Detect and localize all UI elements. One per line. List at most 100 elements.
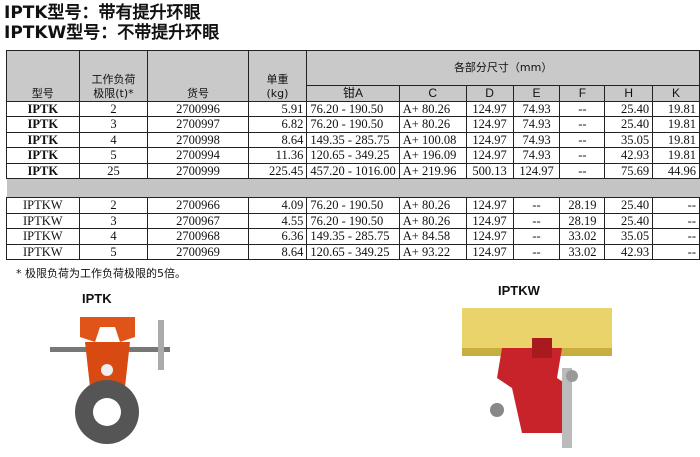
header-model: 型号 <box>6 50 80 102</box>
table-cell: A+ 100.08 <box>398 131 467 148</box>
table-cell: 25.40 <box>604 116 654 133</box>
table-cell: -- <box>652 243 700 260</box>
header-dim-3: E <box>512 85 561 102</box>
table-cell: 5 <box>78 243 149 260</box>
table-cell: 500.13 <box>465 162 514 179</box>
table-cell: IPTK <box>6 131 80 148</box>
header-dim-6: K <box>652 85 700 102</box>
table-cell: 4.09 <box>247 197 308 214</box>
table-cell: -- <box>512 228 561 245</box>
table-cell: 19.81 <box>652 147 700 164</box>
title-iptk: IPTK型号：带有提升环眼 <box>4 3 201 23</box>
table-cell: 33.02 <box>559 228 606 245</box>
table-cell: 76.20 - 190.50 <box>306 212 400 229</box>
table-cell: A+ 80.26 <box>398 116 467 133</box>
table-cell: 2700969 <box>147 243 249 260</box>
table-cell: 6.82 <box>247 116 308 133</box>
iptk-clamp-image <box>50 317 170 444</box>
table-cell: 124.97 <box>465 197 514 214</box>
table-cell: 28.19 <box>559 197 606 214</box>
table-cell: IPTKW <box>6 243 80 260</box>
header-wll: 工作负荷 极限(t)* <box>78 50 149 102</box>
table-cell: 19.81 <box>652 116 700 133</box>
table-cell: A+ 196.09 <box>398 147 467 164</box>
table-cell: A+ 80.26 <box>398 197 467 214</box>
table-cell: IPTKW <box>6 228 80 245</box>
table-cell: 124.97 <box>465 212 514 229</box>
table-cell: -- <box>559 162 606 179</box>
table-cell: 28.19 <box>559 212 606 229</box>
table-cell: 75.69 <box>604 162 654 179</box>
table-cell: 4 <box>78 228 149 245</box>
table-cell: 124.97 <box>465 116 514 133</box>
table-cell: 25.40 <box>604 100 654 117</box>
table-cell: 2700966 <box>147 197 249 214</box>
table-cell: 2700998 <box>147 131 249 148</box>
table-cell: 6.36 <box>247 228 308 245</box>
table-cell: 74.93 <box>512 147 561 164</box>
table-cell: IPTKW <box>6 197 80 214</box>
table-cell: 124.97 <box>465 131 514 148</box>
header-weight: 单重 (kg) <box>247 50 308 102</box>
table-cell: -- <box>512 197 561 214</box>
table-cell: 4.55 <box>247 212 308 229</box>
table-cell: IPTK <box>6 147 80 164</box>
table-cell: 74.93 <box>512 131 561 148</box>
table-cell: IPTK <box>6 100 80 117</box>
table-cell: 2700967 <box>147 212 249 229</box>
table-cell: 42.93 <box>604 243 654 260</box>
table-cell: 5 <box>78 147 149 164</box>
table-cell: 11.36 <box>247 147 308 164</box>
table-cell: 25.40 <box>604 212 654 229</box>
table-cell: -- <box>559 116 606 133</box>
table-cell: 8.64 <box>247 131 308 148</box>
section-divider <box>6 178 700 198</box>
table-cell: 3 <box>78 212 149 229</box>
table-cell: -- <box>512 212 561 229</box>
iptkw-label: IPTKW <box>498 283 540 298</box>
iptkw-clamp-image <box>462 308 612 448</box>
table-cell: 124.97 <box>465 100 514 117</box>
table-cell: 76.20 - 190.50 <box>306 100 400 117</box>
table-row: IPTKW 5 2700969 8.64 120.65 - 349.25 A+ 93.22… <box>6 243 700 260</box>
table-cell: IPTK <box>6 116 80 133</box>
table-cell: 19.81 <box>652 100 700 117</box>
table-cell: A+ 93.22 <box>398 243 467 260</box>
table-cell: -- <box>652 228 700 245</box>
table-row: IPTK 3 2700997 6.82 76.20 - 190.50 A+ 80.26 12… <box>6 116 700 133</box>
header-dim-1: C <box>398 85 467 102</box>
table-cell: 35.05 <box>604 131 654 148</box>
table-cell: 3 <box>78 116 149 133</box>
spec-table: 型号 工作负荷 极限(t)* 货号 单重 (kg) 各部分尺寸（mm） 钳A C D E F… <box>6 50 700 260</box>
table-cell: 74.93 <box>512 100 561 117</box>
table-cell: 120.65 - 349.25 <box>306 147 400 164</box>
table-cell: A+ 80.26 <box>398 212 467 229</box>
table-cell: 2700968 <box>147 228 249 245</box>
table-row: IPTKW 2 2700966 4.09 76.20 - 190.50 A+ 80.26 1… <box>6 197 700 214</box>
table-row: IPTKW 4 2700968 6.36 149.35 - 285.75 A+ 84.58… <box>6 228 700 245</box>
table-cell: 2 <box>78 100 149 117</box>
iptk-label: IPTK <box>82 291 112 306</box>
table-cell: 149.35 - 285.75 <box>306 228 400 245</box>
table-cell: A+ 80.26 <box>398 100 467 117</box>
table-cell: 124.97 <box>465 243 514 260</box>
table-cell: 120.65 - 349.25 <box>306 243 400 260</box>
table-cell: 124.97 <box>465 147 514 164</box>
table-cell: 2 <box>78 197 149 214</box>
table-cell: 33.02 <box>559 243 606 260</box>
table-row: IPTK 2 2700996 5.91 76.20 - 190.50 A+ 80.26 12… <box>6 100 700 117</box>
header-dim-5: H <box>604 85 654 102</box>
table-cell: 5.91 <box>247 100 308 117</box>
table-cell: 2700997 <box>147 116 249 133</box>
table-cell: IPTK <box>6 162 80 179</box>
footnote: * 极限负荷为工作负荷极限的5倍。 <box>16 267 186 280</box>
header-dims: 各部分尺寸（mm） <box>306 50 700 86</box>
table-cell: 25 <box>78 162 149 179</box>
table-cell: 2700999 <box>147 162 249 179</box>
table-cell: 44.96 <box>652 162 700 179</box>
header-dim-0: 钳A <box>306 85 400 102</box>
table-row: IPTKW 3 2700967 4.55 76.20 - 190.50 A+ 80.26 1… <box>6 212 700 229</box>
table-cell: 42.93 <box>604 147 654 164</box>
table-row: IPTK 25 2700999 225.45 457.20 - 1016.00 A+ 21… <box>6 162 700 179</box>
table-row: IPTK 5 2700994 11.36 120.65 - 349.25 A+ 196.0… <box>6 147 700 164</box>
